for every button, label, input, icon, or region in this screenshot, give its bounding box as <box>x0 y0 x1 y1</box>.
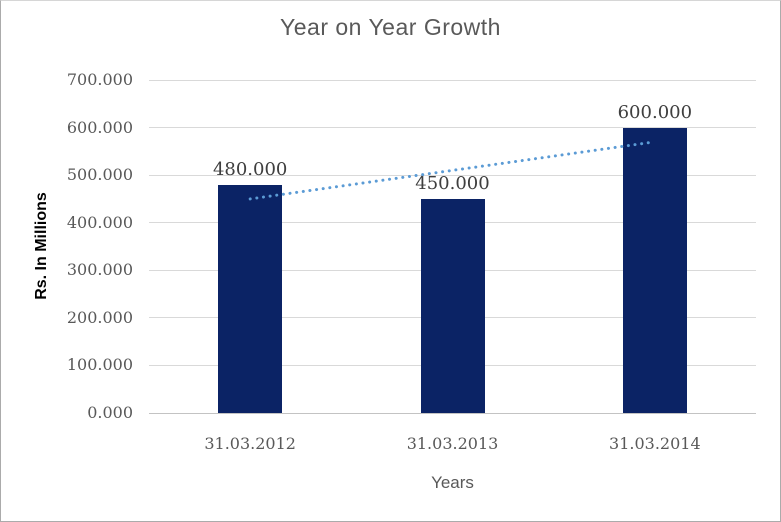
y-tick-label: 300.000 <box>66 260 133 280</box>
bar-data-label: 480.000 <box>212 158 288 180</box>
bar <box>622 127 687 413</box>
y-tick-label: 100.000 <box>66 355 133 375</box>
bar-data-label: 450.000 <box>415 172 490 194</box>
y-tick-label: 600.000 <box>66 117 133 137</box>
x-axis-title: Years <box>431 473 474 492</box>
y-axis-title: Rs. In Millions <box>33 192 50 300</box>
bar-data-label: 600.000 <box>617 101 693 123</box>
y-tick-label: 200.000 <box>66 307 133 327</box>
gridline <box>149 127 756 129</box>
bar <box>420 198 485 413</box>
x-tick-label: 31.03.2014 <box>609 434 701 453</box>
y-tick-label: 500.000 <box>66 165 133 185</box>
y-tick-label: 0.000 <box>87 403 133 422</box>
y-tick-label: 700.000 <box>66 70 133 89</box>
x-tick-label: 31.03.2013 <box>406 434 499 453</box>
bar <box>218 184 283 413</box>
x-tick-label: 31.03.2012 <box>204 434 296 453</box>
gridline <box>149 412 756 414</box>
chart-title: Year on Year Growth <box>280 14 501 40</box>
gridline <box>149 79 756 81</box>
plot-area: 480.000 450.000 600.000 <box>149 79 756 414</box>
y-tick-label: 400.000 <box>66 212 133 232</box>
